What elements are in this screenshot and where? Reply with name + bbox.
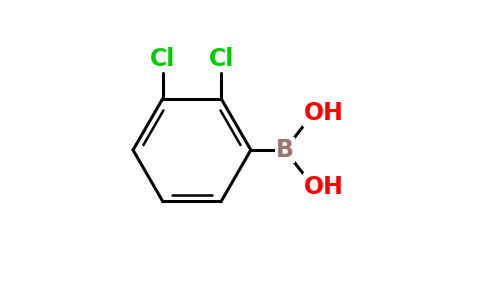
Text: Cl: Cl: [150, 47, 175, 71]
Text: Cl: Cl: [209, 47, 234, 71]
Text: B: B: [276, 138, 294, 162]
Text: OH: OH: [304, 175, 344, 199]
Text: OH: OH: [304, 101, 344, 125]
